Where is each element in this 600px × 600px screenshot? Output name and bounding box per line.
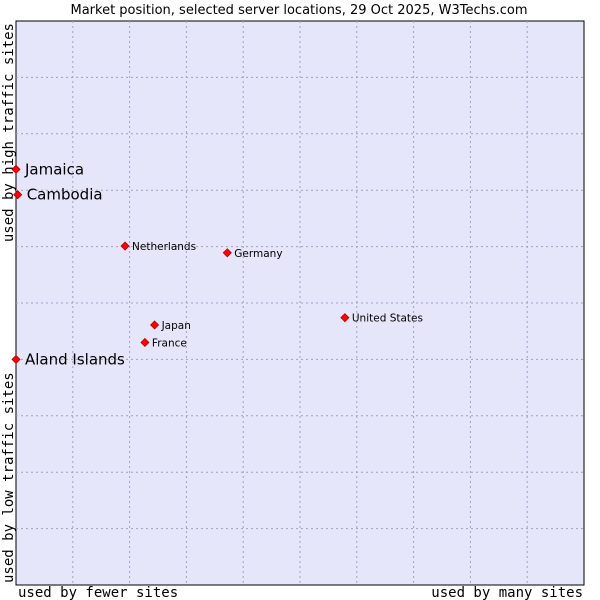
data-point-label: Cambodia	[27, 186, 103, 204]
data-point-marker[interactable]	[11, 164, 21, 174]
data-point-label: Jamaica	[24, 160, 84, 178]
data-point-label: Aland Islands	[25, 350, 125, 368]
y-axis-label-top: used by high traffic sites	[1, 23, 17, 242]
data-point-label: Japan	[161, 320, 191, 332]
data-point-label: Germany	[234, 248, 282, 260]
data-point-marker[interactable]	[120, 241, 130, 251]
data-point-marker[interactable]	[150, 320, 160, 330]
data-point-label: Netherlands	[132, 241, 196, 253]
grid	[16, 21, 584, 585]
data-point-marker[interactable]	[140, 337, 150, 348]
chart-title: Market position, selected server locatio…	[70, 3, 527, 18]
y-axis-label-bottom: used by low traffic sites	[1, 372, 17, 583]
data-point-marker[interactable]	[11, 354, 21, 364]
data-point-marker[interactable]	[13, 190, 23, 200]
data-point-marker[interactable]	[340, 313, 350, 323]
data-point-marker[interactable]	[222, 248, 232, 258]
data-points: Jamaica Cambodia Netherlands Germany United …	[11, 160, 423, 368]
data-point-label: United States	[352, 313, 423, 325]
x-axis-label-left: used by fewer sites	[18, 585, 178, 600]
x-axis-label-right: used by many sites	[431, 585, 583, 600]
data-point-label: France	[152, 337, 187, 349]
